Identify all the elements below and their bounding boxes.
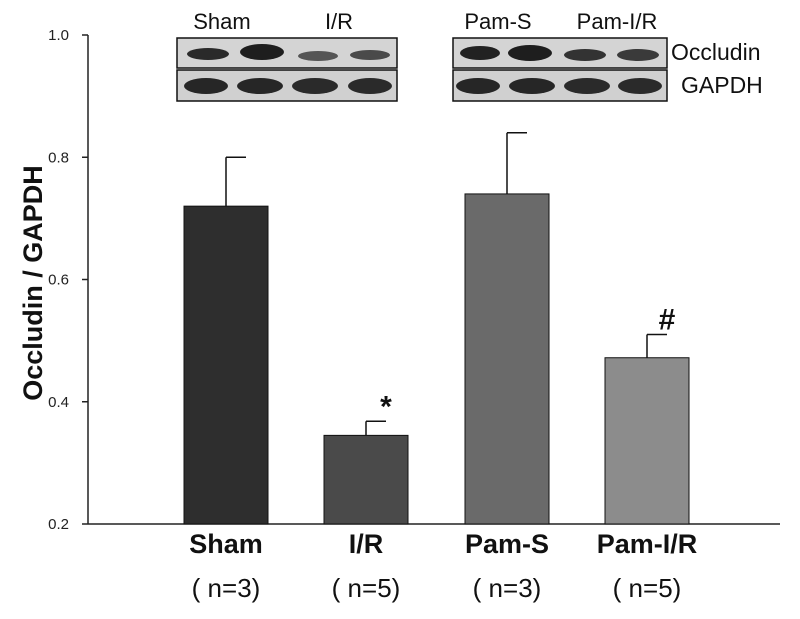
category-label: Pam-I/R	[597, 529, 698, 559]
blot-lane-label-pam-s: Pam-S	[464, 9, 531, 34]
sample-size-label: ( n=3)	[473, 573, 542, 603]
blot-lane-label-ir: I/R	[325, 9, 353, 34]
category-label: Sham	[189, 529, 263, 559]
blot-lane-label-sham: Sham	[193, 9, 250, 34]
y-tick-label: 0.2	[48, 516, 69, 533]
blot-panel-right	[452, 37, 668, 102]
sample-size-label: ( n=5)	[332, 573, 401, 603]
y-tick-label: 0.6	[48, 272, 69, 289]
significance-mark: #	[659, 304, 676, 337]
blot-panel-left	[176, 37, 398, 102]
bars	[183, 193, 690, 525]
significance-marks: *#	[380, 304, 676, 424]
error-bars	[225, 132, 667, 436]
bar-pam-s	[464, 193, 550, 525]
y-ticks: 0.2 0.4 0.6 0.8 1.0	[48, 27, 88, 533]
bar-pam-i-r	[604, 357, 690, 525]
y-tick-label: 0.4	[48, 394, 69, 411]
bar-sham	[183, 205, 269, 525]
y-tick-label: 1.0	[48, 27, 69, 44]
bar-i-r	[323, 434, 409, 525]
sample-size-label: ( n=3)	[192, 573, 261, 603]
blot-protein-label-occludin: Occludin	[671, 39, 760, 65]
blot-lane-label-pam-ir: Pam-I/R	[577, 9, 658, 34]
western-blot-inset: Sham I/R Pam-S Pam-I/R	[176, 9, 763, 102]
category-labels: Sham ( n=3) I/R ( n=5) Pam-S ( n=3) Pam-I/R ( n…	[189, 529, 697, 603]
y-axis-label: Occludin / GAPDH	[18, 165, 48, 401]
category-label: Pam-S	[465, 529, 549, 559]
sample-size-label: ( n=5)	[613, 573, 682, 603]
category-label: I/R	[349, 529, 384, 559]
blot-protein-label-gapdh: GAPDH	[681, 72, 763, 98]
significance-mark: *	[380, 390, 392, 423]
y-tick-label: 0.8	[48, 149, 69, 166]
